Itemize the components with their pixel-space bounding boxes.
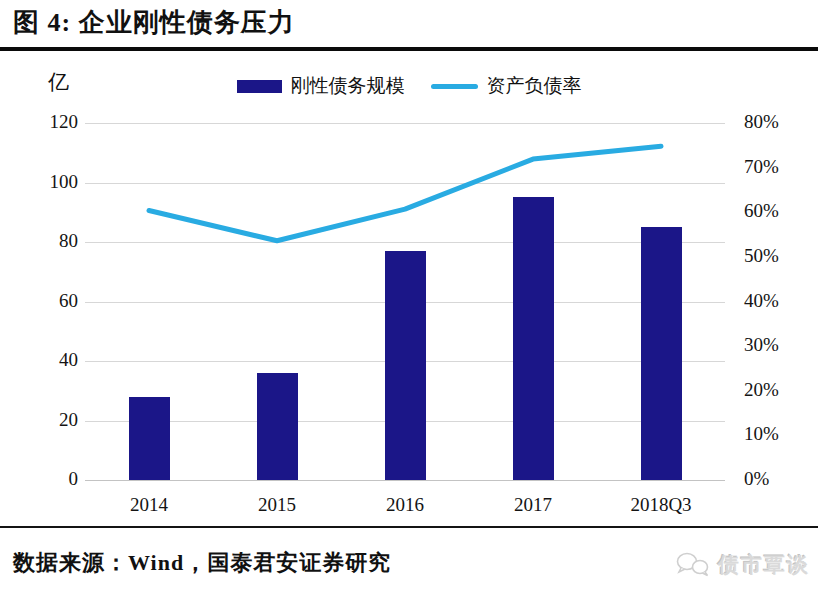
legend-item-bar-series: 刚性债务规模 <box>237 73 405 99</box>
line-series <box>85 123 725 480</box>
line-path-资产负债率 <box>149 146 661 241</box>
bar-series-swatch <box>237 80 282 93</box>
footer-rule <box>0 526 818 528</box>
x-tick-2017: 2017 <box>514 494 552 516</box>
line-series-swatch <box>431 84 478 89</box>
right-tick-70%: 70% <box>744 156 779 178</box>
brand-logo-text: 债市覃谈 <box>718 551 810 579</box>
right-tick-80%: 80% <box>744 111 779 133</box>
chart-legend: 刚性债务规模 资产负债率 <box>0 73 818 99</box>
source-text: 数据来源：Wind，国泰君安证券研究 <box>13 548 391 578</box>
right-tick-40%: 40% <box>744 290 779 312</box>
right-tick-30%: 30% <box>744 334 779 356</box>
wechat-bubbles-icon <box>674 551 712 579</box>
gridline-0 <box>85 480 725 481</box>
plot-area <box>85 123 725 480</box>
legend-item-line-series: 资产负债率 <box>431 73 582 99</box>
left-tick-60: 60 <box>26 290 78 312</box>
right-tick-20%: 20% <box>744 379 779 401</box>
legend-label-bar-series: 刚性债务规模 <box>291 73 405 99</box>
x-tick-2016: 2016 <box>386 494 424 516</box>
brand-logo: 债市覃谈 <box>674 551 810 579</box>
left-tick-100: 100 <box>26 171 78 193</box>
right-tick-10%: 10% <box>744 423 779 445</box>
x-tick-2015: 2015 <box>258 494 296 516</box>
left-tick-40: 40 <box>26 349 78 371</box>
right-tick-50%: 50% <box>744 245 779 267</box>
figure-title: 图 4: 企业刚性债务压力 <box>13 5 295 40</box>
left-tick-120: 120 <box>26 111 78 133</box>
left-tick-0: 0 <box>26 468 78 490</box>
x-tick-2018Q3: 2018Q3 <box>630 494 691 516</box>
title-rule <box>0 47 818 51</box>
legend-label-line-series: 资产负债率 <box>487 73 582 99</box>
x-tick-2014: 2014 <box>130 494 168 516</box>
left-tick-20: 20 <box>26 409 78 431</box>
right-tick-60%: 60% <box>744 200 779 222</box>
figure-container: 图 4: 企业刚性债务压力 亿 刚性债务规模 资产负债率 12010080604… <box>0 0 818 593</box>
left-tick-80: 80 <box>26 230 78 252</box>
right-tick-0%: 0% <box>744 468 769 490</box>
